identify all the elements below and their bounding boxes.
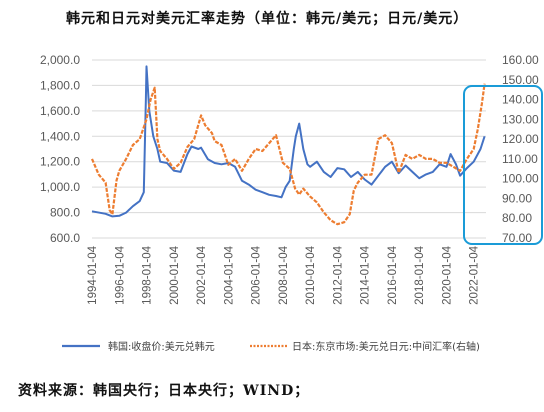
chart-title: 韩元和日元对美元汇率走势（单位：韩元/美元；日元/美元） bbox=[66, 11, 469, 27]
left-tick-label: 1,800.0 bbox=[40, 78, 80, 92]
highlight-box bbox=[463, 85, 543, 245]
left-tick-label: 2,000.0 bbox=[40, 53, 80, 67]
left-tick-label: 1,600.0 bbox=[40, 104, 80, 118]
right-axis: 70.00 80.00 90.00 100.00 110.00 120.00 130.00 1… bbox=[502, 53, 539, 245]
legend-label-2: 日本:东京市场:美元兑日元:中间汇率(右轴) bbox=[292, 340, 480, 353]
left-tick-label: 600.0 bbox=[50, 231, 80, 245]
x-axis: 1994-01-04 1996-01-04 1998-01-04 2000-01-04… bbox=[87, 237, 486, 305]
right-tick-label: 100.00 bbox=[502, 172, 539, 186]
right-tick-label: 90.00 bbox=[502, 191, 532, 205]
x-tick-label: 1996-01-04 bbox=[114, 245, 126, 304]
x-tick-label: 2002-01-04 bbox=[196, 245, 208, 304]
x-tick-label: 2020-01-04 bbox=[441, 245, 453, 304]
right-tick-label: 110.00 bbox=[502, 152, 538, 166]
right-tick-label: 160.00 bbox=[502, 53, 539, 67]
left-tick-label: 1,400.0 bbox=[40, 129, 80, 143]
x-tick-label: 2004-01-04 bbox=[223, 245, 235, 304]
x-tick-label: 2008-01-04 bbox=[278, 245, 290, 304]
x-tick-label: 2006-01-04 bbox=[251, 245, 263, 304]
right-tick-label: 70.00 bbox=[502, 231, 532, 245]
x-tick-label: 2018-01-04 bbox=[414, 245, 426, 304]
left-tick-label: 1,000.0 bbox=[40, 180, 80, 194]
right-tick-label: 140.00 bbox=[502, 93, 539, 107]
legend: 韩国:收盘价:美元兑韩元 日本:东京市场:美元兑日元:中间汇率(右轴) bbox=[62, 340, 480, 353]
x-tick-label: 2012-01-04 bbox=[332, 245, 344, 304]
x-tick-label: 2010-01-04 bbox=[305, 245, 317, 304]
source-note: 资料来源：韩国央行；日本央行；WIND； bbox=[18, 383, 310, 399]
right-tick-label: 130.00 bbox=[502, 112, 539, 126]
right-tick-label: 150.00 bbox=[502, 73, 539, 87]
right-tick-label: 120.00 bbox=[502, 132, 539, 146]
x-tick-label: 2000-01-04 bbox=[169, 245, 181, 304]
x-tick-label: 1994-01-04 bbox=[87, 245, 99, 304]
series-layer bbox=[90, 65, 486, 226]
left-tick-label: 800.0 bbox=[50, 206, 80, 220]
gridlines bbox=[92, 59, 486, 239]
series-line-1 bbox=[91, 65, 486, 218]
left-tick-label: 1,200.0 bbox=[40, 155, 80, 169]
series-line-2 bbox=[90, 83, 486, 226]
right-tick-label: 80.00 bbox=[502, 211, 532, 225]
legend-label-1: 韩国:收盘价:美元兑韩元 bbox=[108, 340, 215, 353]
left-axis: 600.0 800.0 1,000.0 1,200.0 1,400.0 1,600.0 1,… bbox=[40, 53, 80, 245]
x-tick-label: 2014-01-04 bbox=[360, 245, 372, 304]
x-tick-label: 2016-01-04 bbox=[387, 245, 399, 304]
x-tick-label: 2022-01-04 bbox=[469, 245, 481, 304]
x-tick-label: 1998-01-04 bbox=[142, 245, 154, 304]
